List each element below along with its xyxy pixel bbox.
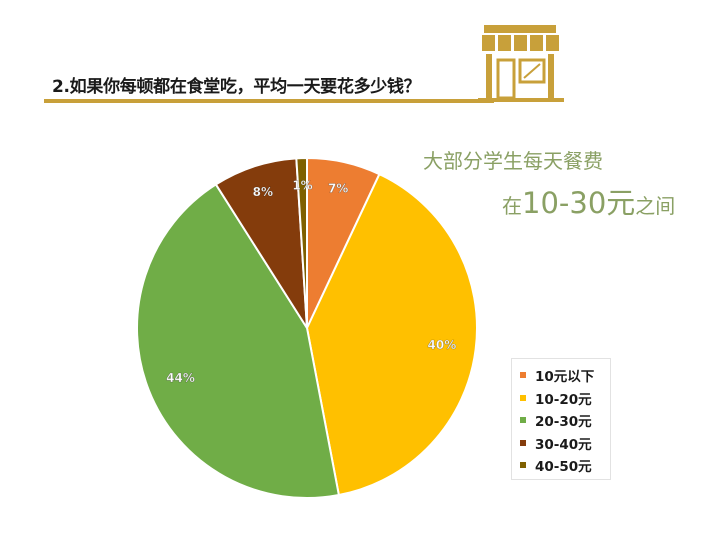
legend-item-20-30: 20-30元: [520, 409, 610, 432]
annotation-prefix: 在: [502, 194, 522, 218]
legend-item-30-40: 30-40元: [520, 432, 610, 455]
title-underline: [44, 99, 494, 103]
question-title: 2.如果你每顿都在食堂吃，平均一天要花多少钱？: [52, 77, 421, 97]
annotation-suffix: 之间: [635, 194, 676, 218]
pie-data-label: 1%: [292, 178, 312, 192]
annotation-range: 10-30元: [522, 186, 636, 220]
legend-swatch: [520, 439, 526, 446]
legend-item-10-20: 10-20元: [520, 387, 610, 410]
legend-label: 30-40元: [535, 436, 592, 453]
legend-label: 40-50元: [535, 459, 592, 476]
annotation-line-2: 在10-30元之间: [502, 180, 675, 222]
chart-legend: 10元以下 10-20元 20-30元 30-40元 40-50元: [511, 358, 611, 480]
pie-slice-10-20: [305, 172, 479, 497]
legend-label: 10-20元: [535, 391, 592, 408]
pie-slice-20-30: [135, 183, 341, 500]
pie-data-label: 8%: [253, 185, 273, 199]
legend-label: 10元以下: [535, 369, 595, 386]
annotation-line-1: 大部分学生每天餐费: [423, 149, 603, 173]
pie-data-label: 7%: [328, 182, 348, 196]
storefront-icon: [478, 25, 564, 102]
pie-data-label: 44%: [166, 371, 195, 385]
pie-data-label: 40%: [428, 338, 457, 352]
legend-swatch: [520, 372, 526, 379]
legend-swatch: [520, 394, 526, 401]
legend-swatch: [520, 417, 526, 424]
legend-label: 20-30元: [535, 414, 592, 431]
pie-slice-40-50: [295, 156, 308, 329]
legend-item-under-10: 10元以下: [520, 364, 610, 387]
legend-item-40-50: 40-50元: [520, 454, 610, 477]
legend-swatch: [520, 462, 526, 469]
